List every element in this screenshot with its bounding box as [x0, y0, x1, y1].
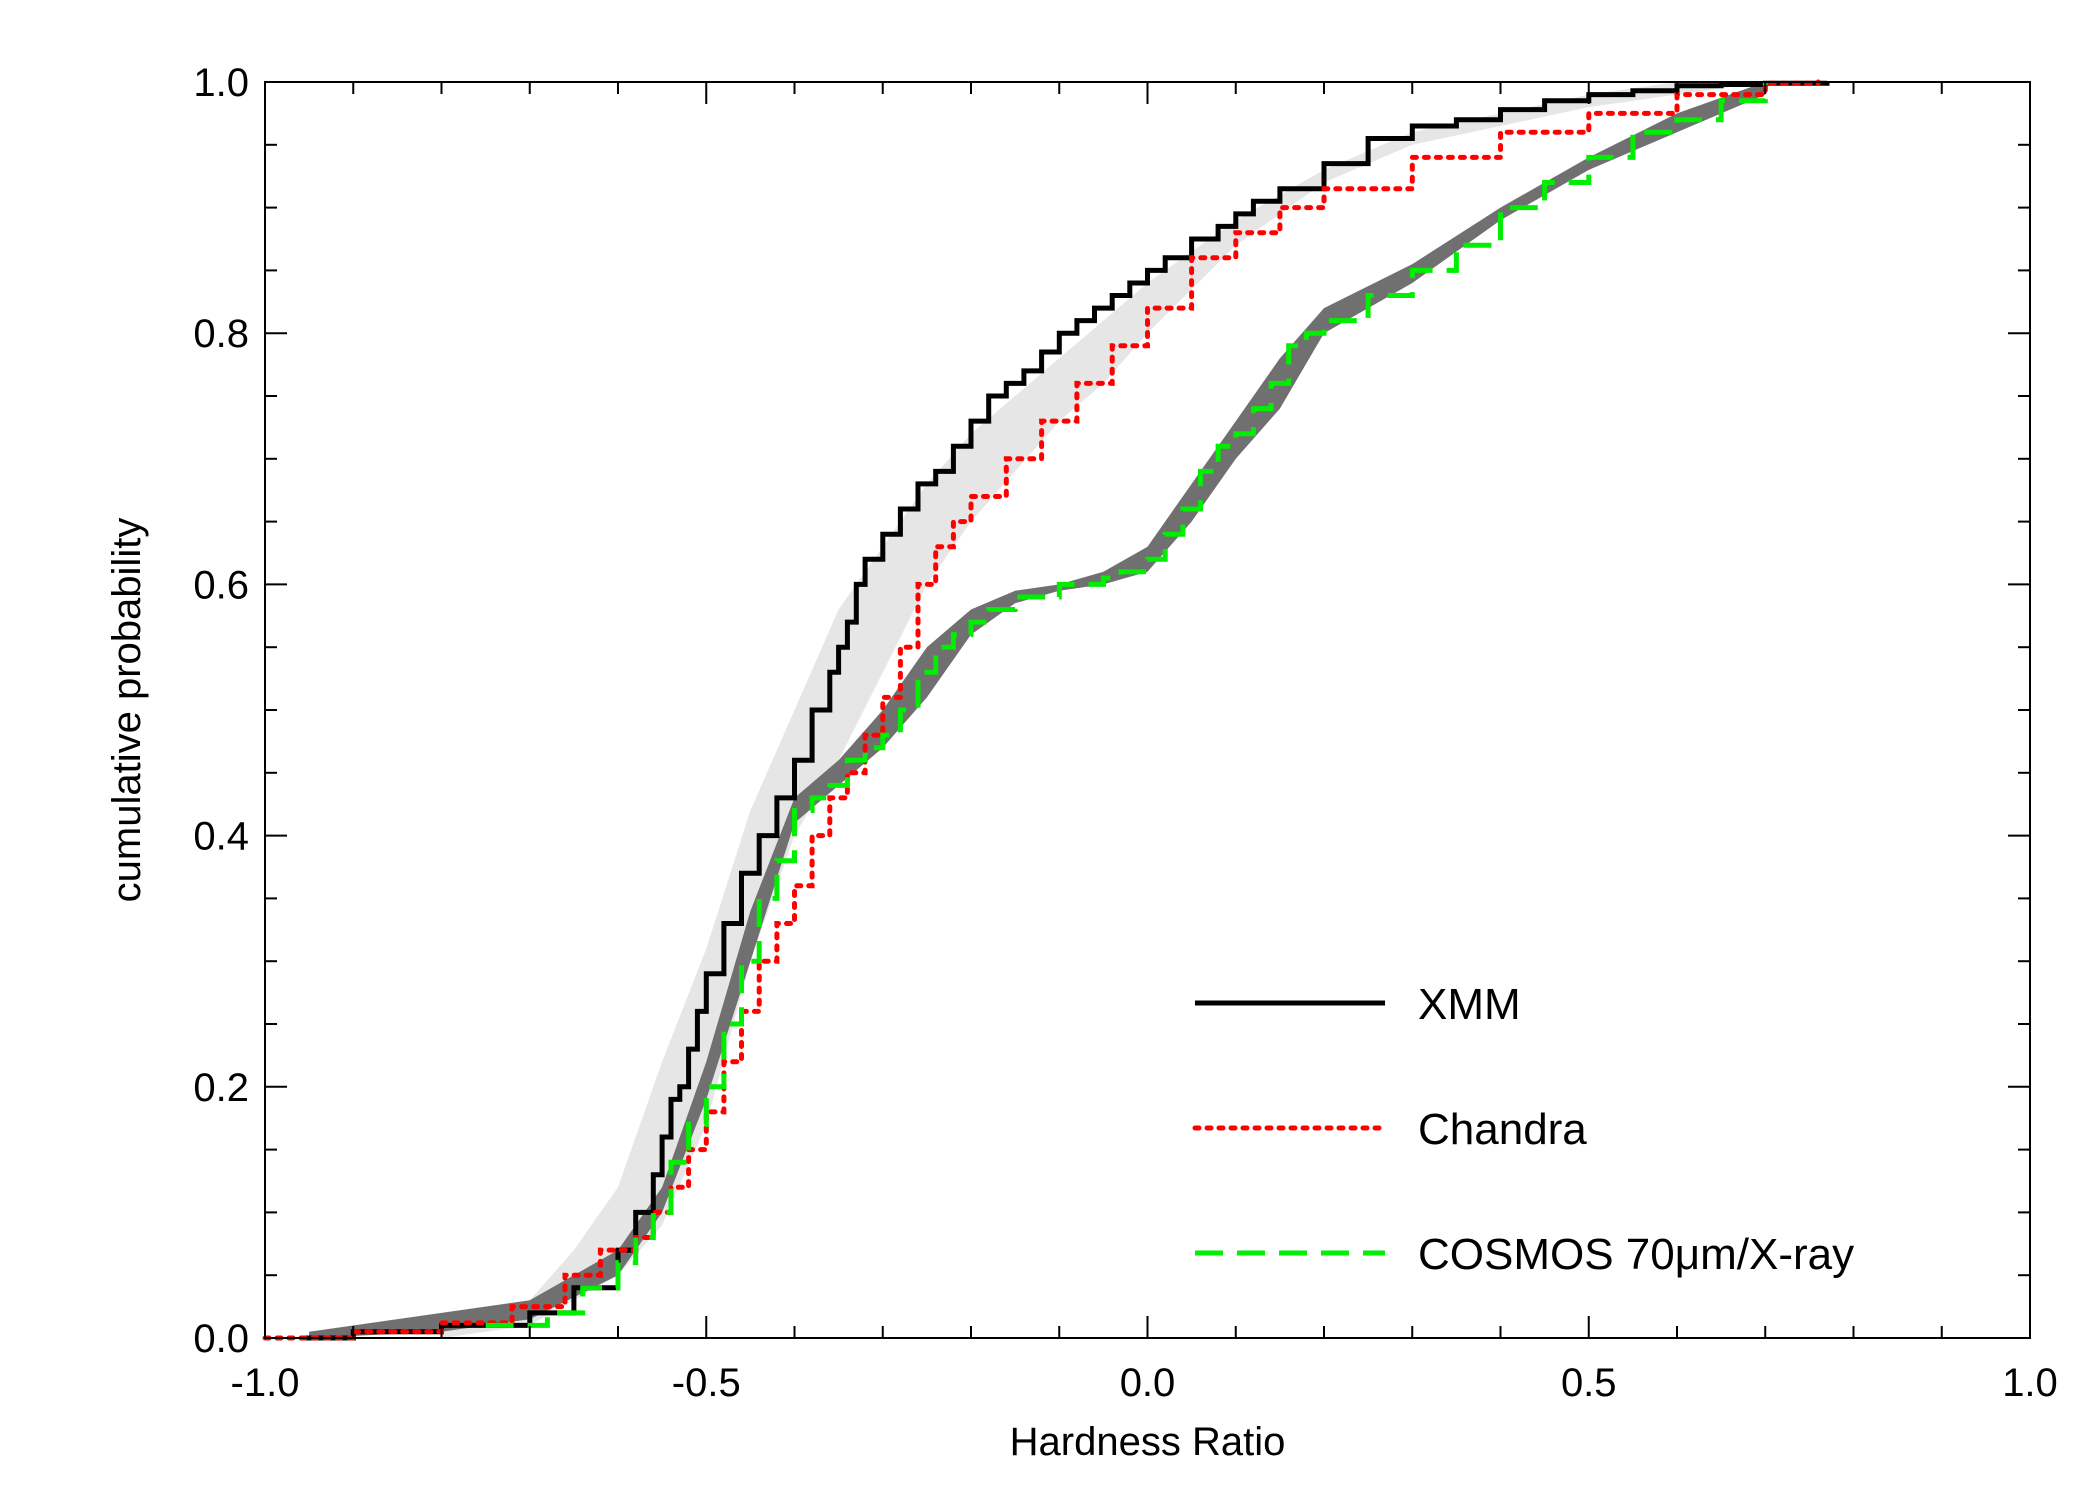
legend-label-chandra: Chandra — [1418, 1105, 1587, 1154]
x-axis-title: Hardness Ratio — [1010, 1420, 1286, 1464]
y-tick-label: 0.6 — [193, 563, 249, 607]
bands-layer — [309, 82, 1766, 1338]
y-tick-labels: 0.0 0.2 0.4 0.6 0.8 1.0 — [193, 61, 249, 1361]
x-tick-label: -0.5 — [672, 1361, 741, 1405]
y-tick-label: 0.0 — [193, 1317, 249, 1361]
y-tick-label: 0.8 — [193, 312, 249, 356]
legend-label-cosmos: COSMOS 70μm/X-ray — [1418, 1230, 1854, 1279]
legend-label-xmm: XMM — [1418, 980, 1521, 1029]
ticks-layer — [264, 81, 2031, 1339]
x-tick-label: 1.0 — [2002, 1361, 2058, 1405]
legend: XMM Chandra COSMOS 70μm/X-ray — [1192, 980, 1854, 1279]
y-axis-title: cumulative probability — [105, 518, 149, 903]
x-tick-labels: -1.0 -0.5 0.0 0.5 1.0 — [231, 1361, 2058, 1405]
series-xmm — [300, 80, 1830, 1341]
light-gray-band — [441, 82, 1766, 1338]
y-tick-label: 1.0 — [193, 61, 249, 105]
x-tick-label: 0.5 — [1561, 1361, 1617, 1405]
y-tick-label: 0.2 — [193, 1066, 249, 1110]
series-cosmos — [485, 82, 1768, 1328]
x-tick-label: 0.0 — [1120, 1361, 1176, 1405]
series-layer — [262, 79, 1830, 1341]
y-tick-label: 0.4 — [193, 815, 249, 859]
x-tick-label: -1.0 — [231, 1361, 300, 1405]
